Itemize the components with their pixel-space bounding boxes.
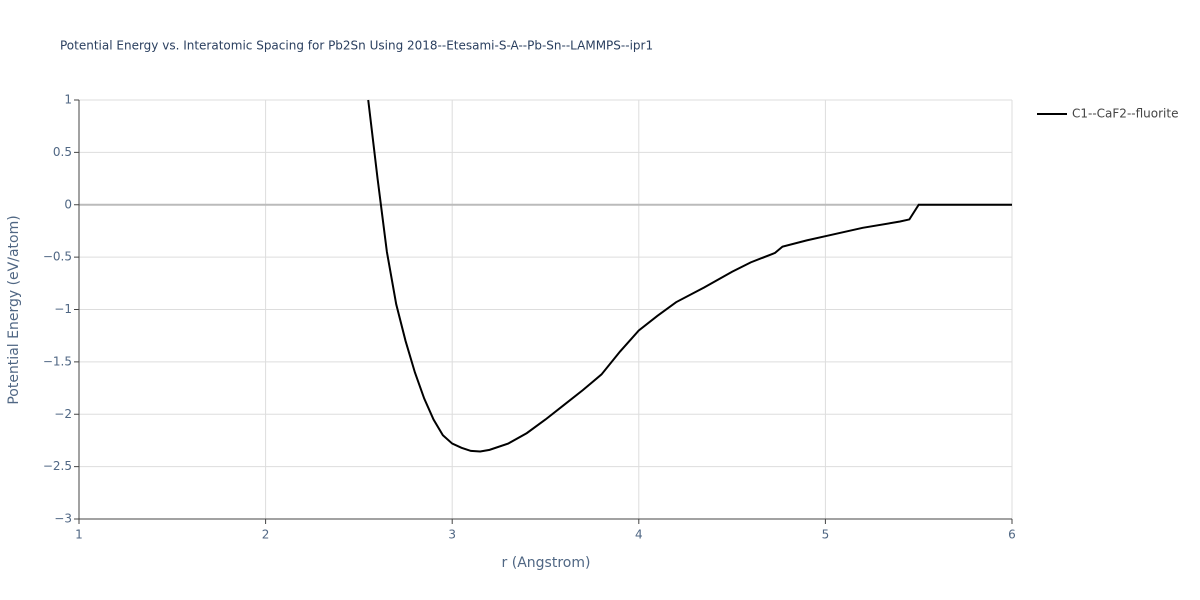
x-tick-label: 2 bbox=[262, 528, 270, 542]
y-tick-label: 0 bbox=[64, 197, 72, 211]
x-tick-label: 4 bbox=[635, 528, 643, 542]
x-tick-label: 3 bbox=[448, 528, 456, 542]
y-axis-title: Potential Energy (eV/atom) bbox=[6, 215, 22, 404]
y-tick-label: −0.5 bbox=[43, 250, 72, 264]
x-tick-label: 1 bbox=[75, 528, 83, 542]
chart-title: Potential Energy vs. Interatomic Spacing… bbox=[60, 39, 653, 53]
y-tick-label: 1 bbox=[64, 93, 72, 107]
y-tick-label: 0.5 bbox=[53, 145, 72, 159]
x-tick-label: 5 bbox=[822, 528, 830, 542]
y-tick-label: −2.5 bbox=[43, 459, 72, 473]
x-tick-label: 6 bbox=[1008, 528, 1016, 542]
y-tick-label: −1.5 bbox=[43, 354, 72, 368]
y-tick-label: −2 bbox=[54, 407, 72, 421]
data-line bbox=[367, 99, 1012, 453]
y-tick-label: −3 bbox=[54, 512, 72, 526]
x-axis-title: r (Angstrom) bbox=[502, 555, 591, 571]
y-tick-label: −1 bbox=[54, 302, 72, 316]
legend-label: C1--CaF2--fluorite bbox=[1072, 107, 1178, 121]
